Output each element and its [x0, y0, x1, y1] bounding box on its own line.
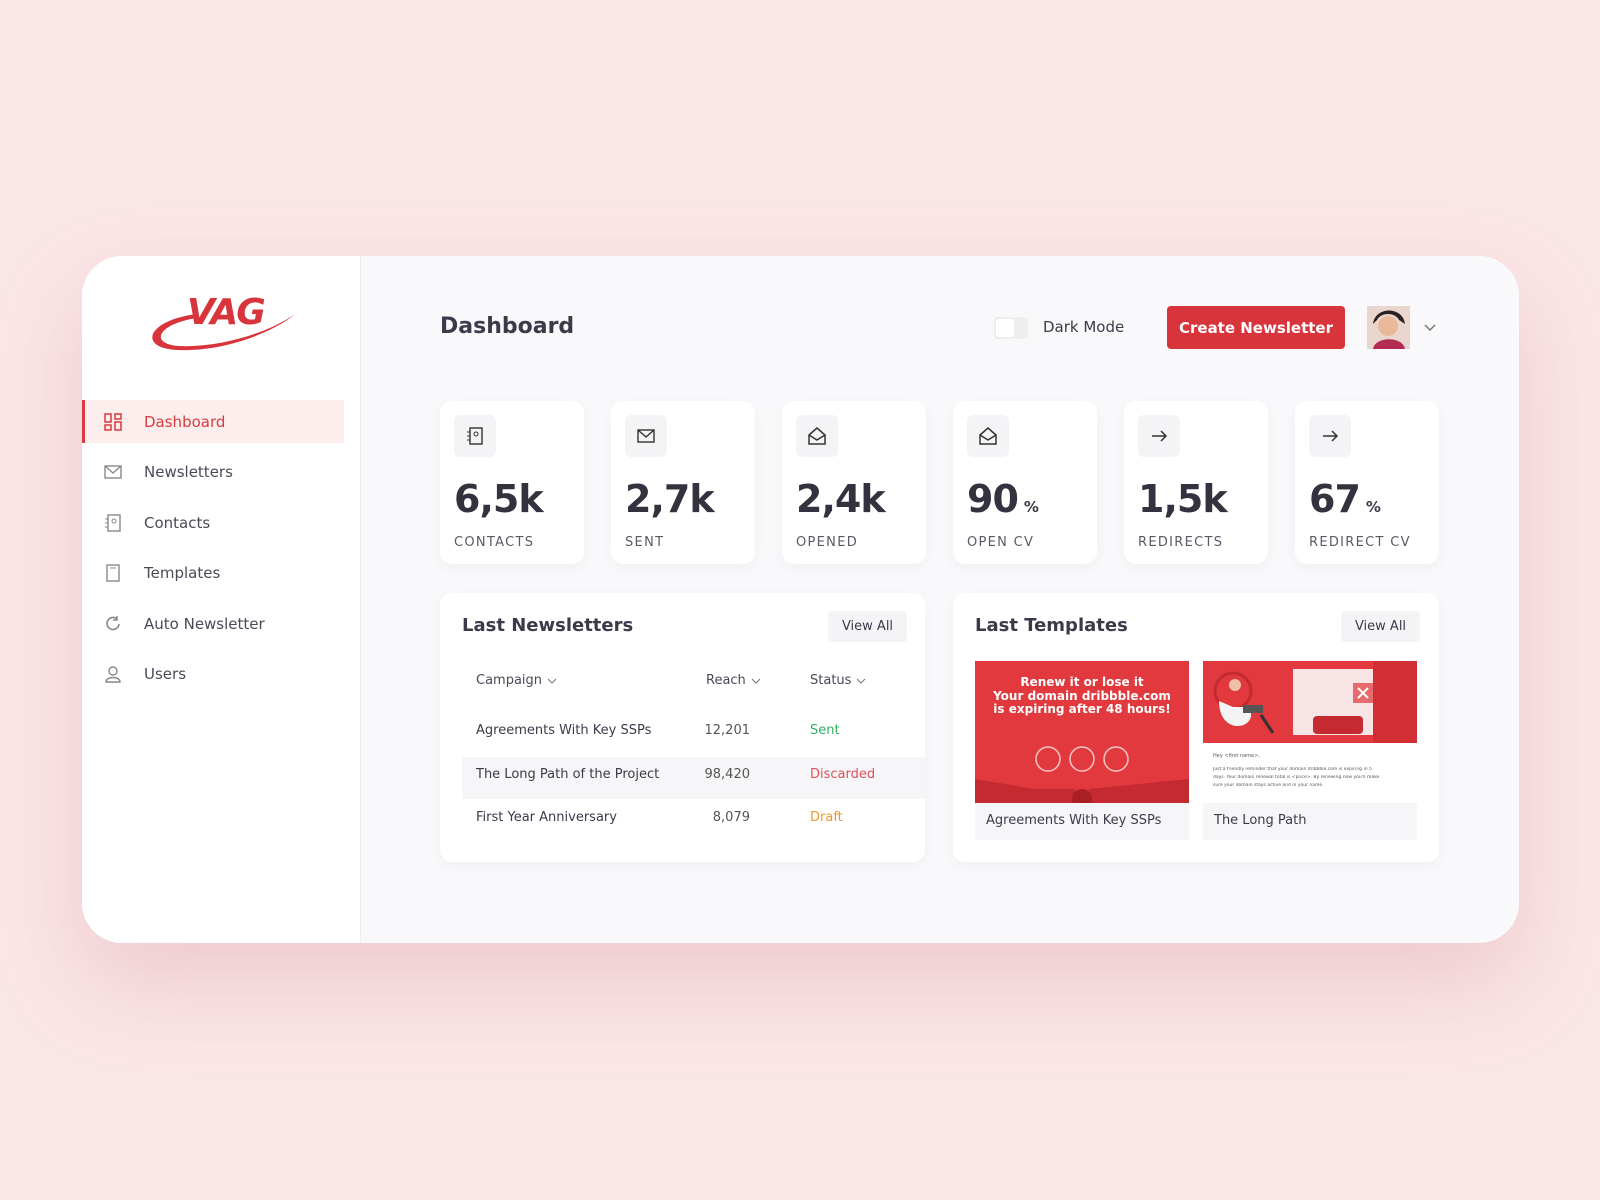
stat-card: 2,4k OPENED	[782, 401, 926, 564]
stat-label: OPEN CV	[967, 535, 1035, 550]
create-button[interactable]: Create Newsletter	[1167, 306, 1345, 349]
app-window: VAG Dashboard Newsletters Contacts Template…	[82, 256, 1519, 943]
nav-label: Contacts	[144, 513, 211, 532]
stat-value-row: 2,4k	[796, 477, 886, 521]
template-thumbnail: Hey <first name>, Just a friendly reminde…	[1203, 661, 1417, 803]
nav-label: Users	[144, 665, 187, 683]
stat-card: 6,5k CONTACTS	[440, 401, 584, 564]
nav-label: Dashboard	[144, 412, 226, 431]
template-name: The Long Path	[1214, 813, 1307, 828]
stat-icon	[625, 415, 667, 457]
page-title: Dashboard	[440, 314, 575, 339]
dark-mode-toggle[interactable]	[994, 317, 1028, 339]
stat-value: 2,7k	[625, 477, 715, 521]
stat-label: SENT	[625, 535, 665, 550]
panel-title: Last Templates	[975, 615, 1128, 636]
stat-value: 1,5k	[1138, 477, 1228, 521]
nav-label: Newsletters	[144, 463, 233, 481]
preview-text: sure your domain stays active and in you…	[1213, 783, 1324, 788]
column-header[interactable]: Reach	[706, 673, 761, 688]
stat-value: 6,5k	[454, 477, 544, 521]
reach-cell: 12,201	[704, 723, 751, 738]
preview-text: Hey <first name>,	[1213, 753, 1260, 759]
campaign-cell[interactable]: First Year Anniversary	[476, 810, 617, 825]
reach-cell: 8,079	[712, 810, 750, 825]
nav-item[interactable]: Newsletters	[82, 451, 344, 494]
preview-text: Just a friendly reminder that your domai…	[1213, 767, 1372, 772]
nav-item[interactable]: Contacts	[82, 501, 344, 544]
template-card[interactable]: Renew it or lose it Your domain dribbble.…	[975, 661, 1189, 840]
view-all[interactable]: View All	[1341, 611, 1420, 642]
column-label: Campaign	[476, 673, 543, 688]
logo-text: VAG	[187, 292, 264, 333]
stat-label: REDIRECT CV	[1309, 535, 1411, 550]
reach-cell: 98,420	[704, 766, 751, 782]
column-label: Reach	[706, 673, 746, 688]
stat-card: 2,7k SENT	[611, 401, 755, 564]
stat-icon	[1138, 415, 1180, 457]
template-card[interactable]: Hey <first name>, Just a friendly reminde…	[1203, 661, 1417, 840]
stat-label: CONTACTS	[454, 535, 535, 550]
status-cell: Discarded	[810, 766, 876, 782]
column-header[interactable]: Status	[810, 673, 866, 688]
stat-icon	[967, 415, 1009, 457]
stat-icon	[1309, 415, 1351, 457]
logo: VAG	[152, 292, 295, 351]
sidebar: VAG Dashboard Newsletters Contacts Template…	[82, 256, 361, 943]
template-name: Agreements With Key SSPs	[986, 813, 1162, 828]
stat-unit: %	[1023, 498, 1039, 516]
stat-value-row: 67%	[1309, 477, 1381, 521]
stat-card: 1,5k REDIRECTS	[1124, 401, 1268, 564]
stat-label: OPENED	[796, 535, 859, 550]
user-menu[interactable]	[1367, 306, 1447, 349]
stat-unit: %	[1365, 498, 1381, 516]
stat-card: 90% OPEN CV	[953, 401, 1097, 564]
stat-card: 67% REDIRECT CV	[1295, 401, 1439, 564]
preview-text: days. Your domain renewal total is <pric…	[1213, 775, 1380, 780]
templates-panel: Last Templates View All Renew it or lose…	[953, 593, 1439, 862]
status-cell: Sent	[810, 723, 840, 738]
panel-title: Last Newsletters	[462, 615, 634, 636]
template-thumbnail: Renew it or lose it Your domain dribbble.…	[975, 661, 1189, 803]
stat-value-row: 90%	[967, 477, 1039, 521]
newsletters-panel: Last Newsletters View All Campaign Reach S…	[440, 593, 925, 862]
campaign-cell[interactable]: Agreements With Key SSPs	[476, 723, 652, 738]
stat-value: 67	[1309, 477, 1361, 521]
stat-value-row: 6,5k	[454, 477, 544, 521]
preview-text: is expiring after 48 hours!	[993, 702, 1171, 716]
nav-item[interactable]: Templates	[82, 552, 344, 595]
preview-text: Your domain dribbble.com	[993, 688, 1171, 703]
column-header[interactable]: Campaign	[476, 673, 557, 688]
campaign-cell[interactable]: The Long Path of the Project	[476, 766, 660, 782]
nav-item[interactable]: Users	[82, 653, 344, 696]
row-highlight	[462, 756, 925, 799]
view-all[interactable]: View All	[828, 611, 907, 642]
column-label: Status	[810, 673, 852, 688]
stat-icon	[454, 415, 496, 457]
stat-value-row: 1,5k	[1138, 477, 1228, 521]
nav-item[interactable]: Dashboard	[82, 400, 344, 443]
status-cell: Draft	[810, 810, 843, 825]
toggle-label: Dark Mode	[1043, 318, 1125, 336]
stat-label: REDIRECTS	[1138, 535, 1224, 550]
nav-label: Auto Newsletter	[144, 614, 265, 633]
stat-icon	[796, 415, 838, 457]
nav-label: Templates	[144, 564, 221, 582]
stat-value: 90	[967, 477, 1019, 521]
preview-text: Renew it or lose it	[1020, 675, 1144, 689]
nav-item[interactable]: Auto Newsletter	[82, 602, 344, 645]
stat-value: 2,4k	[796, 477, 886, 521]
stat-value-row: 2,7k	[625, 477, 715, 521]
